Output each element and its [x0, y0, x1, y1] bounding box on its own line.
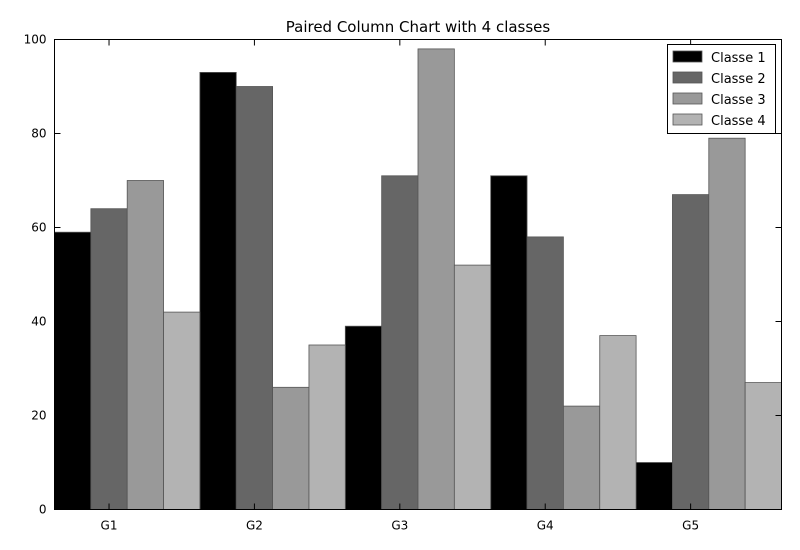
bar-g4-series-3 — [563, 405, 601, 510]
x-tick-label: G2 — [246, 519, 263, 533]
bar-g3-series-3 — [417, 48, 455, 510]
bar-g1-series-2 — [90, 208, 128, 510]
y-tick-label: 100 — [24, 33, 47, 47]
legend-label-series-2: Classe 2 — [711, 72, 766, 87]
bar-g3-series-2 — [381, 175, 419, 510]
legend-swatch-series-3 — [672, 92, 703, 105]
y-tick-label: 20 — [31, 409, 46, 423]
bar-g5-series-3 — [708, 137, 746, 510]
bar-g5-series-4 — [744, 382, 782, 510]
legend-label-series-1: Classe 1 — [711, 51, 766, 66]
bar-g4-series-1 — [490, 175, 528, 510]
bar-g1-series-1 — [54, 231, 92, 510]
legend-swatch-series-1 — [672, 50, 703, 63]
legend-swatch-series-4 — [672, 113, 703, 126]
bars-group — [54, 48, 782, 510]
x-tick-label: G3 — [391, 519, 408, 533]
legend: Classe 1 Classe 2 Classe 3 Classe 4 — [667, 44, 776, 134]
bar-g3-series-1 — [344, 325, 383, 510]
bar-g1-series-4 — [163, 311, 201, 510]
y-tick-label: 0 — [39, 503, 47, 517]
bar-g2-series-4 — [308, 344, 346, 510]
bar-g3-series-4 — [453, 264, 492, 510]
bar-g5-series-2 — [672, 194, 710, 510]
x-tick-label: G5 — [682, 519, 699, 533]
bar-g4-series-2 — [526, 236, 564, 510]
bar-g1-series-3 — [126, 180, 164, 510]
y-axis: 0 20 40 60 80 100 — [24, 33, 782, 517]
bar-g2-series-2 — [235, 86, 273, 510]
legend-swatch-series-2 — [672, 71, 703, 84]
chart-title: Paired Column Chart with 4 classes — [286, 18, 551, 36]
legend-label-series-3: Classe 3 — [711, 93, 766, 108]
y-tick-label: 60 — [31, 221, 46, 235]
bar-g5-series-1 — [635, 462, 673, 510]
legend-label-series-4: Classe 4 — [711, 114, 766, 129]
y-tick-label: 80 — [31, 127, 46, 141]
x-tick-label: G1 — [101, 519, 118, 533]
x-axis: G1 G2 G3 G4 G5 — [101, 39, 699, 533]
bar-g2-series-3 — [272, 386, 310, 510]
plot-frame — [54, 39, 782, 510]
x-tick-label: G4 — [537, 519, 554, 533]
bar-g4-series-4 — [599, 335, 637, 510]
bar-g2-series-1 — [199, 72, 237, 510]
y-tick-label: 40 — [31, 315, 46, 329]
